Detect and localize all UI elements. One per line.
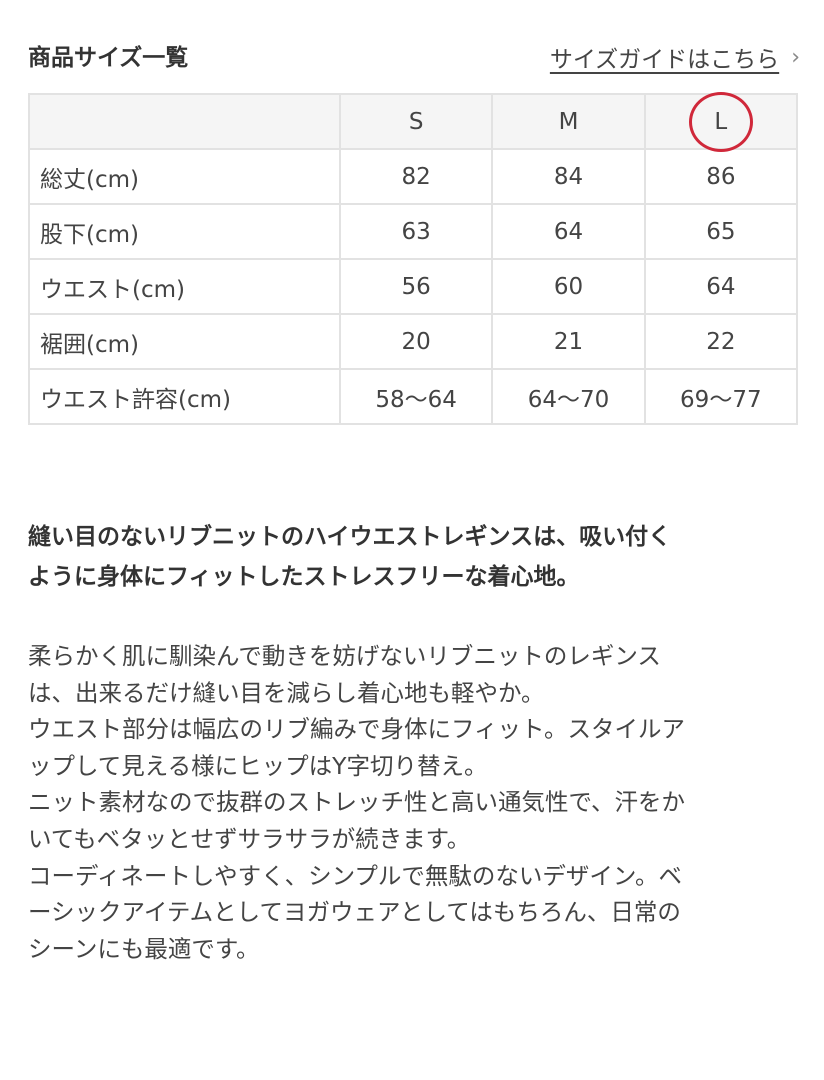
size-guide-link[interactable]: サイズガイドはこちら — [549, 47, 780, 73]
description-body: 柔らかく肌に馴染んで動きを妨げないリブニットのレギンス は、出来るだけ縫い目を減ら… — [28, 638, 818, 967]
size-value-cell: 58〜64 — [338, 368, 494, 425]
body-line: ウエスト部分は幅広のリブ編みで身体にフィット。スタイルア — [28, 715, 686, 744]
body-line: ーシックアイテムとしてヨガウェアとしてはもちろん、日常の — [28, 898, 681, 927]
lead-line: ように身体にフィットしたストレスフリーな着心地。 — [28, 564, 580, 590]
table-row: 股下(cm) 63 64 65 — [28, 203, 799, 260]
size-value-cell: 20 — [338, 313, 494, 370]
size-value-cell: 82 — [338, 148, 494, 205]
header-cell-l: L — [643, 93, 799, 150]
size-value-cell: 69〜77 — [643, 368, 799, 425]
page-title: 商品サイズ一覧 — [28, 45, 189, 71]
body-line: ップして見える様にヒップはY字切り替え。 — [28, 751, 488, 780]
size-value-cell: 64 — [491, 203, 646, 260]
table-row: 裾囲(cm) 20 21 22 — [28, 313, 799, 370]
table-row: ウエスト許容(cm) 58〜64 64〜70 69〜77 — [28, 368, 799, 425]
table-row: 総丈(cm) 82 84 86 — [28, 148, 799, 205]
row-label: 総丈(cm) — [28, 148, 341, 205]
body-line: コーディネートしやすく、シンプルで無駄のないデザイン。ベ — [28, 861, 683, 890]
size-value-cell: 84 — [491, 148, 646, 205]
row-label: ウエスト許容(cm) — [28, 368, 341, 425]
body-line: シーンにも最適です。 — [28, 934, 260, 963]
size-value-cell: 64 — [643, 258, 799, 315]
table-header-row: S M L — [28, 93, 799, 150]
row-label: ウエスト(cm) — [28, 258, 341, 315]
row-label: 裾囲(cm) — [28, 313, 341, 370]
size-value-cell: 65 — [643, 203, 799, 260]
body-line: ニット素材なので抜群のストレッチ性と高い通気性で、汗をか — [28, 788, 686, 817]
size-value-cell: 60 — [491, 258, 646, 315]
size-value-cell: 86 — [643, 148, 799, 205]
size-value-cell: 63 — [338, 203, 494, 260]
highlight-circle: L — [714, 108, 728, 135]
lead-line: 縫い目のないリブニットのハイウエストレギンスは、吸い付く — [28, 524, 672, 550]
header-cell-m: M — [491, 93, 646, 150]
size-value-cell: 22 — [643, 313, 799, 370]
header-cell-s: S — [338, 93, 494, 150]
body-line: 柔らかく肌に馴染んで動きを妨げないリブニットのレギンス — [28, 642, 661, 670]
size-value-cell: 21 — [491, 313, 646, 370]
table-row: ウエスト(cm) 56 60 64 — [28, 258, 799, 315]
body-line: いてもベタッとせずサラサラが続きます。 — [28, 824, 471, 853]
description-lead: 縫い目のないリブニットのハイウエストレギンスは、吸い付く ように身体にフィットし… — [28, 517, 808, 597]
header-cell-empty — [28, 93, 341, 150]
row-label: 股下(cm) — [28, 203, 341, 260]
chevron-right-icon: › — [791, 44, 800, 70]
body-line: は、出来るだけ縫い目を減らし着心地も軽やか。 — [28, 678, 545, 707]
size-value-cell: 56 — [338, 258, 494, 315]
size-guide-link-wrap[interactable]: サイズガイドはこちら › — [550, 40, 800, 74]
size-table: S M L 総丈(cm) 82 84 86 股下(cm) 63 64 65 ウエスト(cm) 56… — [28, 93, 799, 425]
size-value-cell: 64〜70 — [491, 368, 646, 425]
